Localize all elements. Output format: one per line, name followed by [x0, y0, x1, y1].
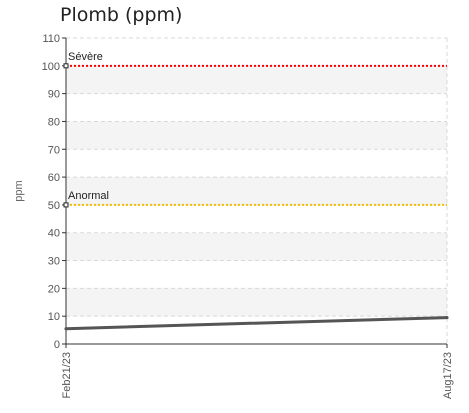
- y-tick-label: 10: [48, 311, 60, 323]
- gridlines: [66, 37, 448, 344]
- reference-marker: [63, 202, 69, 208]
- y-tick-label: 30: [48, 256, 60, 268]
- y-tick-label: 0: [54, 339, 60, 351]
- y-tick-label: 90: [48, 89, 60, 101]
- y-axis-label: ppm: [13, 180, 25, 201]
- y-tick-label: 50: [48, 200, 60, 212]
- y-axis-ticks: 0 10 20 30 40 50 60 70 80 90 100 110: [42, 33, 66, 351]
- y-tick-label: 100: [42, 61, 60, 73]
- y-tick-label: 80: [48, 116, 60, 128]
- reference-marker: [63, 63, 69, 69]
- series-line: [64, 316, 449, 331]
- reference-lines: Sévère Anormal: [63, 51, 447, 208]
- y-tick-label: 60: [48, 172, 60, 184]
- background-band: [66, 232, 447, 261]
- reference-label: Sévère: [68, 51, 103, 63]
- x-tick-label: Feb21/23: [61, 352, 73, 398]
- background-bands: [66, 65, 447, 317]
- x-tick-label: Aug17/23: [442, 352, 454, 399]
- reference-label: Anormal: [68, 190, 109, 202]
- y-tick-label: 20: [48, 283, 60, 295]
- background-band: [66, 288, 447, 317]
- y-tick-label: 40: [48, 228, 60, 240]
- y-tick-label: 110: [42, 33, 60, 45]
- series-lines: [64, 316, 449, 331]
- data-point: [445, 316, 449, 320]
- x-axis-ticks: Feb21/23 Aug17/23: [61, 344, 454, 399]
- data-point: [64, 327, 68, 331]
- chart-title: Plomb (ppm): [60, 4, 183, 26]
- background-band: [66, 177, 447, 205]
- axes: [65, 38, 447, 345]
- background-band: [66, 121, 447, 150]
- background-band: [66, 65, 447, 94]
- y-tick-label: 70: [48, 144, 60, 156]
